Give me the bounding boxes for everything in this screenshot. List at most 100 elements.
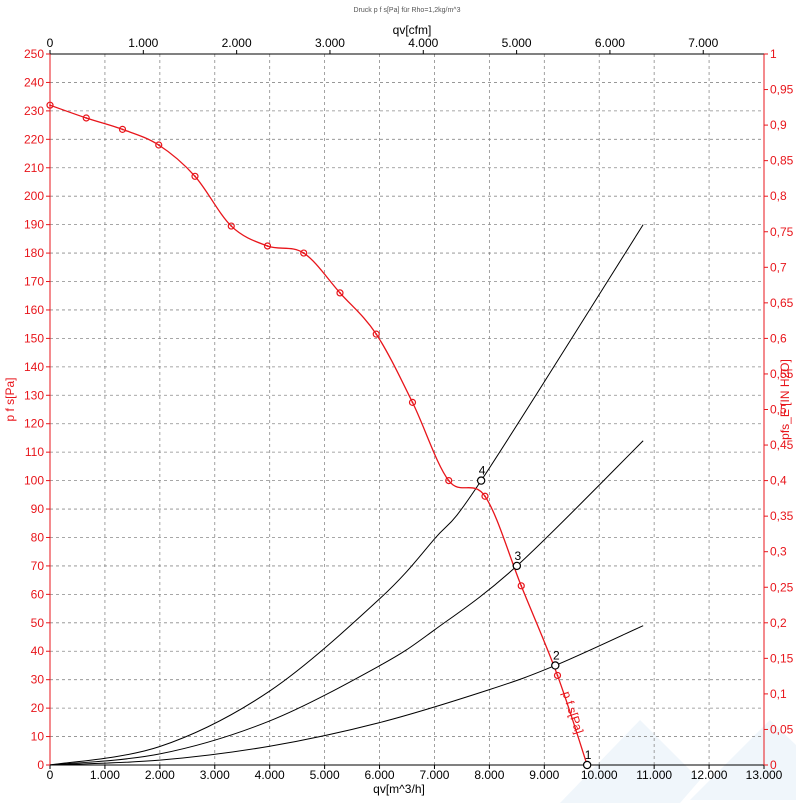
y2-tick-label: 0,65 bbox=[770, 296, 794, 310]
fan-curve-point-dot bbox=[556, 674, 559, 677]
fan-curve-point-dot bbox=[484, 495, 486, 498]
y2-tick-label: 0,4 bbox=[770, 474, 787, 488]
x-tick-label: 5.000 bbox=[310, 768, 340, 782]
y2-tick-label: 0,05 bbox=[770, 722, 794, 736]
x-tick-label: 12.000 bbox=[691, 768, 728, 782]
y2-tick-label: 0,15 bbox=[770, 651, 794, 665]
fan-curve-point bbox=[191, 172, 199, 180]
fan-curve-point bbox=[408, 398, 417, 406]
system-curve-line bbox=[49, 224, 644, 766]
x-tick-label: 1.000 bbox=[90, 768, 120, 782]
y2-tick-label: 0,45 bbox=[770, 438, 794, 452]
x-tick-label: 6.000 bbox=[365, 768, 395, 782]
y-tick-label: 60 bbox=[31, 587, 45, 601]
fan-curve-point-dot bbox=[85, 117, 88, 119]
y-tick-label: 90 bbox=[31, 502, 45, 516]
fan-curve-point-dot bbox=[230, 225, 233, 227]
fan-curve-point bbox=[263, 242, 272, 250]
x2-tick-label: 4.000 bbox=[408, 36, 438, 50]
y2-tick-label: 0,35 bbox=[770, 509, 794, 523]
x-tick-label: 11.000 bbox=[636, 768, 672, 782]
fan-curve-label: p f s[Pa] bbox=[559, 689, 586, 735]
operating-point-label: 1 bbox=[585, 748, 592, 762]
y2-tick-label: 0,2 bbox=[770, 616, 787, 630]
operating-point-label: 2 bbox=[553, 648, 560, 662]
watermark-shape bbox=[560, 720, 700, 803]
fan-curve-point bbox=[481, 492, 489, 500]
operating-point-label: 4 bbox=[479, 464, 486, 478]
y2-tick-label: 0,25 bbox=[770, 580, 794, 594]
x-tick-label: 9.000 bbox=[529, 768, 559, 782]
y-tick-label: 10 bbox=[31, 730, 45, 744]
x2-axis-label: qv[cfm] bbox=[393, 23, 432, 37]
y-tick-label: 80 bbox=[31, 530, 45, 544]
y-tick-label: 20 bbox=[31, 701, 45, 715]
x2-tick-label: 5.000 bbox=[502, 36, 532, 50]
x-tick-label: 10.000 bbox=[581, 768, 618, 782]
fan-curve-point-dot bbox=[447, 479, 450, 482]
x2-tick-label: 1.000 bbox=[128, 36, 158, 50]
y2-tick-label: 0,5 bbox=[770, 403, 787, 417]
y-tick-label: 160 bbox=[24, 303, 44, 317]
y2-tick-label: 0,9 bbox=[770, 118, 787, 132]
fan-curve-point bbox=[300, 249, 308, 257]
y2-axis-label: pfs_E [IN H2O] bbox=[778, 359, 792, 440]
y-tick-label: 0 bbox=[37, 758, 44, 772]
x2-tick-label: 2.000 bbox=[222, 36, 252, 50]
operating-point-label: 3 bbox=[515, 549, 522, 563]
y-tick-label: 250 bbox=[24, 47, 44, 61]
fan-curve-point-dot bbox=[302, 252, 305, 254]
fan-curve-point bbox=[517, 582, 525, 590]
y-tick-label: 180 bbox=[24, 246, 44, 260]
x2-tick-label: 6.000 bbox=[595, 36, 625, 50]
x-tick-label: 13.000 bbox=[746, 768, 783, 782]
x-tick-label: 0 bbox=[47, 768, 54, 782]
y-tick-label: 140 bbox=[24, 360, 44, 374]
fan-curve-point-dot bbox=[375, 333, 378, 336]
y-axis-label: p f s[Pa] bbox=[3, 377, 17, 421]
y2-tick-label: 1 bbox=[770, 47, 777, 61]
y2-tick-label: 0 bbox=[770, 758, 777, 772]
y-tick-label: 170 bbox=[24, 275, 44, 289]
fan-curve-point-dot bbox=[520, 584, 523, 587]
y2-tick-label: 0,1 bbox=[770, 687, 787, 701]
y-tick-label: 110 bbox=[25, 445, 44, 459]
fan-curve-point-dot bbox=[339, 291, 341, 294]
fan-curve-point bbox=[553, 671, 562, 680]
x-tick-label: 4.000 bbox=[255, 768, 285, 782]
fan-curve-point bbox=[372, 330, 380, 338]
fan-curve-point bbox=[46, 101, 54, 109]
y2-tick-label: 0,7 bbox=[770, 260, 787, 274]
y-tick-label: 120 bbox=[24, 417, 44, 431]
system-curve-line bbox=[49, 440, 644, 766]
fan-curve-point-dot bbox=[121, 128, 124, 131]
x-tick-label: 8.000 bbox=[474, 768, 504, 782]
y-tick-label: 200 bbox=[24, 189, 44, 203]
fan-curve-point-dot bbox=[411, 401, 414, 404]
x2-tick-label: 3.000 bbox=[315, 36, 345, 50]
y2-tick-label: 0,55 bbox=[770, 367, 794, 381]
fan-curve-point bbox=[445, 477, 453, 485]
y-tick-label: 70 bbox=[31, 559, 45, 573]
y-tick-label: 240 bbox=[24, 75, 44, 89]
y2-tick-label: 0,75 bbox=[770, 225, 794, 239]
y2-tick-label: 0,3 bbox=[770, 545, 787, 559]
fan-curve-point bbox=[118, 125, 127, 133]
y-tick-label: 40 bbox=[31, 644, 45, 658]
y2-tick-label: 0,95 bbox=[770, 83, 794, 97]
x-tick-label: 2.000 bbox=[145, 768, 175, 782]
y-tick-label: 30 bbox=[31, 673, 45, 687]
y-tick-label: 130 bbox=[24, 388, 44, 402]
y2-tick-label: 0,6 bbox=[770, 331, 787, 345]
x2-tick-label: 7.000 bbox=[688, 36, 718, 50]
fan-curve-point-dot bbox=[194, 175, 196, 178]
y-tick-label: 190 bbox=[24, 218, 44, 232]
chart-title: Druck p f s[Pa] für Rho=1,2kg/m^3 bbox=[354, 7, 461, 14]
fan-curve-point-dot bbox=[266, 245, 269, 247]
watermark-shape bbox=[690, 720, 796, 800]
y-tick-label: 50 bbox=[31, 616, 45, 630]
x2-tick-label: 0 bbox=[47, 36, 54, 50]
fan-curve-point-dot bbox=[49, 104, 51, 107]
